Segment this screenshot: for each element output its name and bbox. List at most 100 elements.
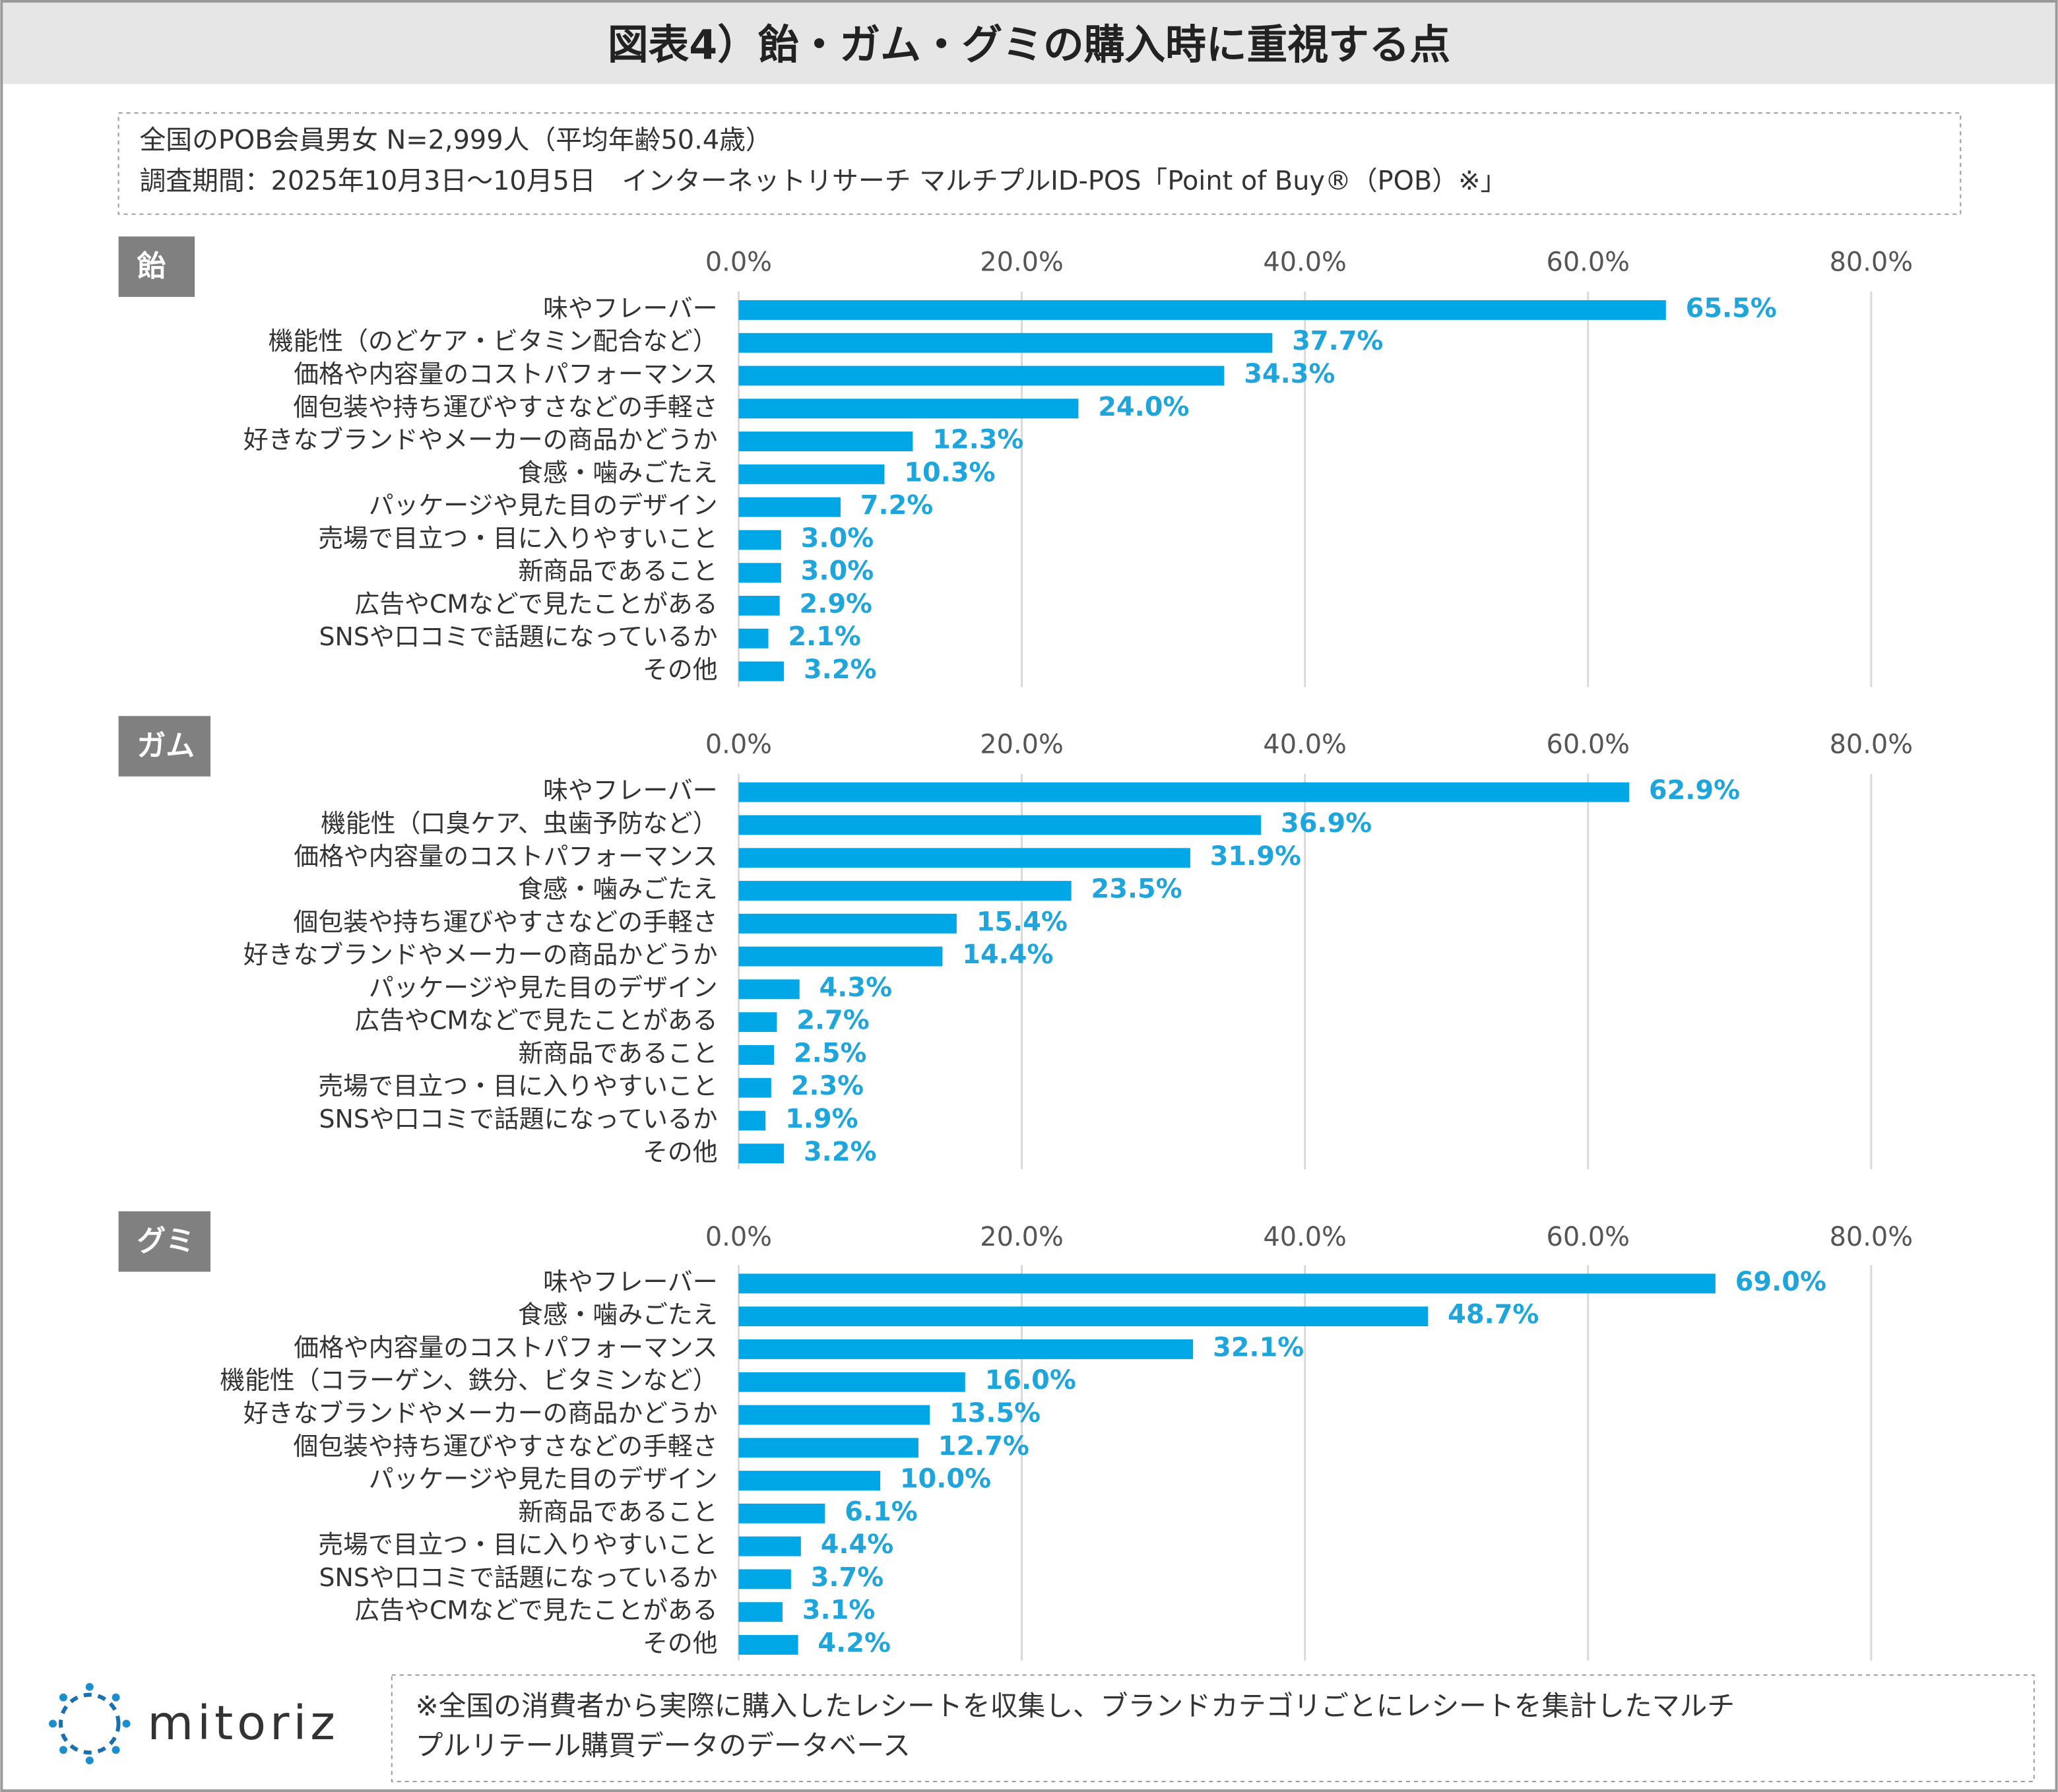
category-label: 味やフレーバー <box>543 1267 717 1296</box>
bar <box>738 1602 783 1622</box>
bar <box>738 1635 798 1655</box>
notes-box <box>117 112 1962 215</box>
bar <box>738 848 1190 868</box>
bar <box>738 432 913 451</box>
note: 全国のPOB会員男女 N=2,999人（平均年齢50.4歳） <box>139 125 771 156</box>
bar <box>738 1012 777 1033</box>
bar <box>738 596 780 616</box>
category-label: 機能性（コラーゲン、鉄分、ビタミンなど） <box>220 1366 717 1395</box>
value-label: 32.1% <box>1213 1332 1304 1362</box>
category-label: SNSや口コミで話題になっているか <box>319 1104 718 1134</box>
bar <box>738 333 1273 353</box>
section-title: 飴 <box>137 249 166 283</box>
value-label: 3.7% <box>811 1562 884 1593</box>
value-label: 12.7% <box>938 1431 1029 1461</box>
value-label: 62.9% <box>1649 775 1740 806</box>
category-label: 価格や内容量のコストパフォーマンス <box>294 1333 717 1362</box>
bar <box>738 661 785 682</box>
section-tag <box>118 1211 210 1272</box>
category-label: 味やフレーバー <box>543 776 717 805</box>
category-label: 食感・噛みごたえ <box>518 458 718 487</box>
section-title: グミ <box>137 1225 195 1258</box>
value-label: 4.4% <box>821 1529 893 1560</box>
value-label: 3.0% <box>801 556 874 587</box>
x-tick-label: 80.0% <box>1830 1222 1913 1252</box>
category-label: 食感・噛みごたえ <box>518 875 718 904</box>
value-label: 12.3% <box>932 425 1023 455</box>
category-label: SNSや口コミで話題になっているか <box>319 622 718 651</box>
value-label: 6.1% <box>845 1496 917 1527</box>
bar <box>738 1110 766 1131</box>
bar <box>738 815 1262 835</box>
x-tick-label: 20.0% <box>980 247 1063 278</box>
category-label: 味やフレーバー <box>543 294 717 323</box>
value-label: 37.7% <box>1292 326 1383 356</box>
bar <box>738 782 1629 802</box>
bar <box>738 979 800 1000</box>
x-tick-label: 0.0% <box>705 730 772 760</box>
value-label: 2.5% <box>794 1038 866 1068</box>
bar <box>738 464 885 484</box>
category-label: 好きなブランドやメーカーの商品かどうか <box>243 1399 718 1428</box>
value-label: 13.5% <box>949 1398 1041 1428</box>
bar <box>738 1045 775 1065</box>
bar <box>738 399 1079 419</box>
bar <box>738 1405 930 1425</box>
bar <box>738 1339 1194 1359</box>
value-label: 7.2% <box>860 490 933 521</box>
bar <box>738 300 1666 320</box>
bar <box>738 881 1072 901</box>
value-label: 3.1% <box>802 1595 875 1626</box>
value-label: 10.0% <box>900 1464 991 1494</box>
category-label: 個包装や持ち運びやすさなどの手軽さ <box>293 907 717 936</box>
bar <box>738 366 1225 386</box>
value-label: 1.9% <box>785 1104 858 1134</box>
section-title: ガム <box>137 729 195 763</box>
x-tick-label: 40.0% <box>1263 730 1346 760</box>
value-label: 2.1% <box>788 622 860 652</box>
value-label: 69.0% <box>1735 1267 1826 1297</box>
category-label: 個包装や持ち運びやすさなどの手軽さ <box>293 1432 717 1461</box>
value-label: 34.3% <box>1244 359 1335 389</box>
section-tag <box>118 236 195 298</box>
note: 調査期間：2025年10月3日～10月5日 インターネットリサーチ マルチプルI… <box>139 166 1506 196</box>
value-label: 65.5% <box>1686 293 1777 323</box>
category-label: 売場で目立つ・目に入りやすいこと <box>318 1072 717 1101</box>
category-label: 個包装や持ち運びやすさなどの手軽さ <box>293 393 717 422</box>
value-label: 36.9% <box>1281 808 1372 839</box>
category-label: SNSや口コミで話題になっているか <box>319 1563 718 1592</box>
category-label: 売場で目立つ・目に入りやすいこと <box>318 1530 717 1559</box>
bar <box>738 530 781 550</box>
value-label: 31.9% <box>1210 841 1301 872</box>
x-tick-label: 60.0% <box>1547 1222 1630 1252</box>
bar <box>738 628 769 649</box>
bar <box>738 1471 880 1491</box>
category-label: 機能性（のどケア・ビタミン配合など） <box>269 327 718 356</box>
category-label: 好きなブランドやメーカーの商品かどうか <box>243 940 718 969</box>
bar <box>738 1372 965 1392</box>
value-label: 4.2% <box>818 1628 890 1658</box>
value-label: 4.3% <box>820 973 892 1003</box>
bar <box>738 1143 785 1164</box>
value-label: 2.3% <box>791 1071 864 1101</box>
category-label: 広告やCMなどで見たことがある <box>355 1596 718 1625</box>
value-label: 3.2% <box>804 655 876 685</box>
bar <box>738 1503 825 1523</box>
category-label: 新商品であること <box>518 1497 717 1526</box>
x-tick-label: 80.0% <box>1830 730 1913 760</box>
value-label: 2.9% <box>800 589 872 619</box>
bar <box>738 1536 801 1556</box>
bar <box>738 563 781 583</box>
category-label: 新商品であること <box>518 557 717 586</box>
title-bar <box>3 2 2055 84</box>
value-label: 15.4% <box>977 907 1068 937</box>
category-label: その他 <box>643 1137 718 1167</box>
title: 図表4）飴・ガム・グミの購入時に重視する点 <box>608 21 1450 69</box>
x-tick-label: 0.0% <box>705 1222 772 1252</box>
footnote-box <box>391 1674 2035 1783</box>
category-label: 価格や内容量のコストパフォーマンス <box>294 360 717 389</box>
bar <box>738 1273 1716 1294</box>
value-label: 3.0% <box>801 523 874 554</box>
bar <box>738 946 943 967</box>
section-tag <box>118 716 210 777</box>
